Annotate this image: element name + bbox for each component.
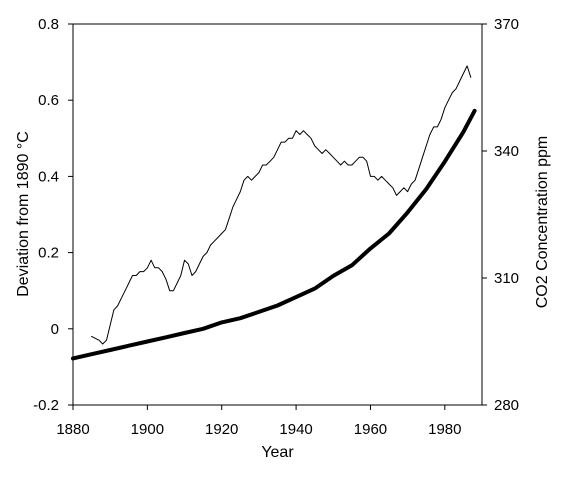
x-tick-label: 1960 (354, 421, 387, 438)
x-tick-label: 1940 (279, 421, 312, 438)
x-tick-label: 1880 (56, 421, 89, 438)
x-tick-label: 1980 (428, 421, 461, 438)
y-axis-title-right: CO2 Concentration ppm (534, 136, 551, 309)
y-left-tick-label: 0.6 (38, 92, 59, 109)
x-axis-title: Year (261, 444, 294, 461)
temperature-deviation-line (91, 65, 472, 345)
y-axis-title-left: Deviation from 1890 °C (15, 131, 32, 297)
x-tick-label: 1920 (205, 421, 238, 438)
y-right-tick-label: 280 (494, 397, 519, 414)
y-right-tick-label: 340 (494, 143, 519, 160)
y-left-tick-label: 0.8 (38, 16, 59, 33)
y-left-tick-label: 0 (51, 321, 59, 338)
y-left-tick-label: -0.2 (33, 397, 59, 414)
series-layer (71, 65, 477, 361)
co2-concentration-line (71, 108, 477, 361)
plot-area (72, 23, 483, 406)
ticks-layer: 1880 1900 1920 1940 1960 1980 -0.2 0 0.2 0.4 0.6 0.… (33, 16, 519, 438)
x-tick-label: 1900 (131, 421, 164, 438)
y-left-tick-label: 0.4 (38, 168, 59, 185)
y-left-tick-label: 0.2 (38, 245, 59, 262)
y-right-tick-label: 370 (494, 16, 519, 33)
y-right-tick-label: 310 (494, 270, 519, 287)
